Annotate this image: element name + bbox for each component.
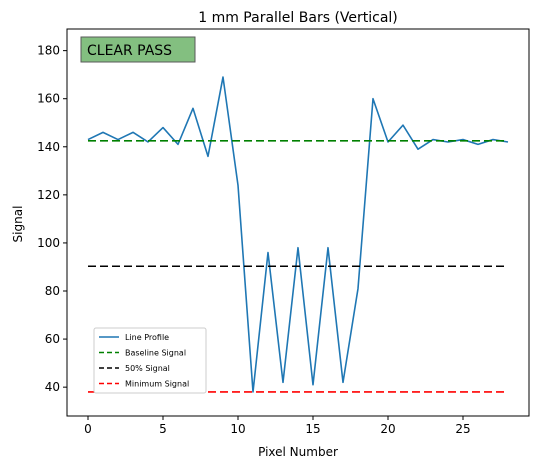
result-badge-text: CLEAR PASS — [87, 43, 172, 59]
legend-label: Baseline Signal — [125, 349, 186, 358]
y-tick-label: 140 — [37, 140, 60, 154]
x-tick-label: 10 — [230, 422, 245, 436]
legend-label: 50% Signal — [125, 364, 170, 373]
x-tick-label: 5 — [159, 422, 167, 436]
y-tick-label: 60 — [45, 332, 60, 346]
legend: Line Profile Baseline Signal 50% Signal Min… — [93, 327, 207, 394]
legend-box — [93, 327, 207, 394]
y-tick-label: 180 — [37, 44, 60, 58]
legend-label: Line Profile — [125, 333, 169, 342]
x-axis-label: Pixel Number — [258, 445, 338, 459]
y-tick-label: 100 — [37, 236, 60, 250]
y-tick-label: 40 — [45, 380, 60, 394]
x-tick-label: 20 — [380, 422, 395, 436]
chart-title: 1 mm Parallel Bars (Vertical) — [198, 10, 398, 26]
y-axis-label: Signal — [11, 206, 25, 243]
x-tick-label: 25 — [455, 422, 470, 436]
result-badge-box — [80, 36, 196, 63]
plot-frame — [66, 28, 530, 417]
legend-label: Minimum Signal — [125, 380, 189, 389]
result-badge: CLEAR PASS — [80, 36, 196, 63]
y-tick-label: 160 — [37, 92, 60, 106]
y-tick-label: 120 — [37, 188, 60, 202]
y-tick-label: 80 — [45, 284, 60, 298]
x-tick-label: 0 — [84, 422, 92, 436]
x-tick-label: 15 — [305, 422, 320, 436]
